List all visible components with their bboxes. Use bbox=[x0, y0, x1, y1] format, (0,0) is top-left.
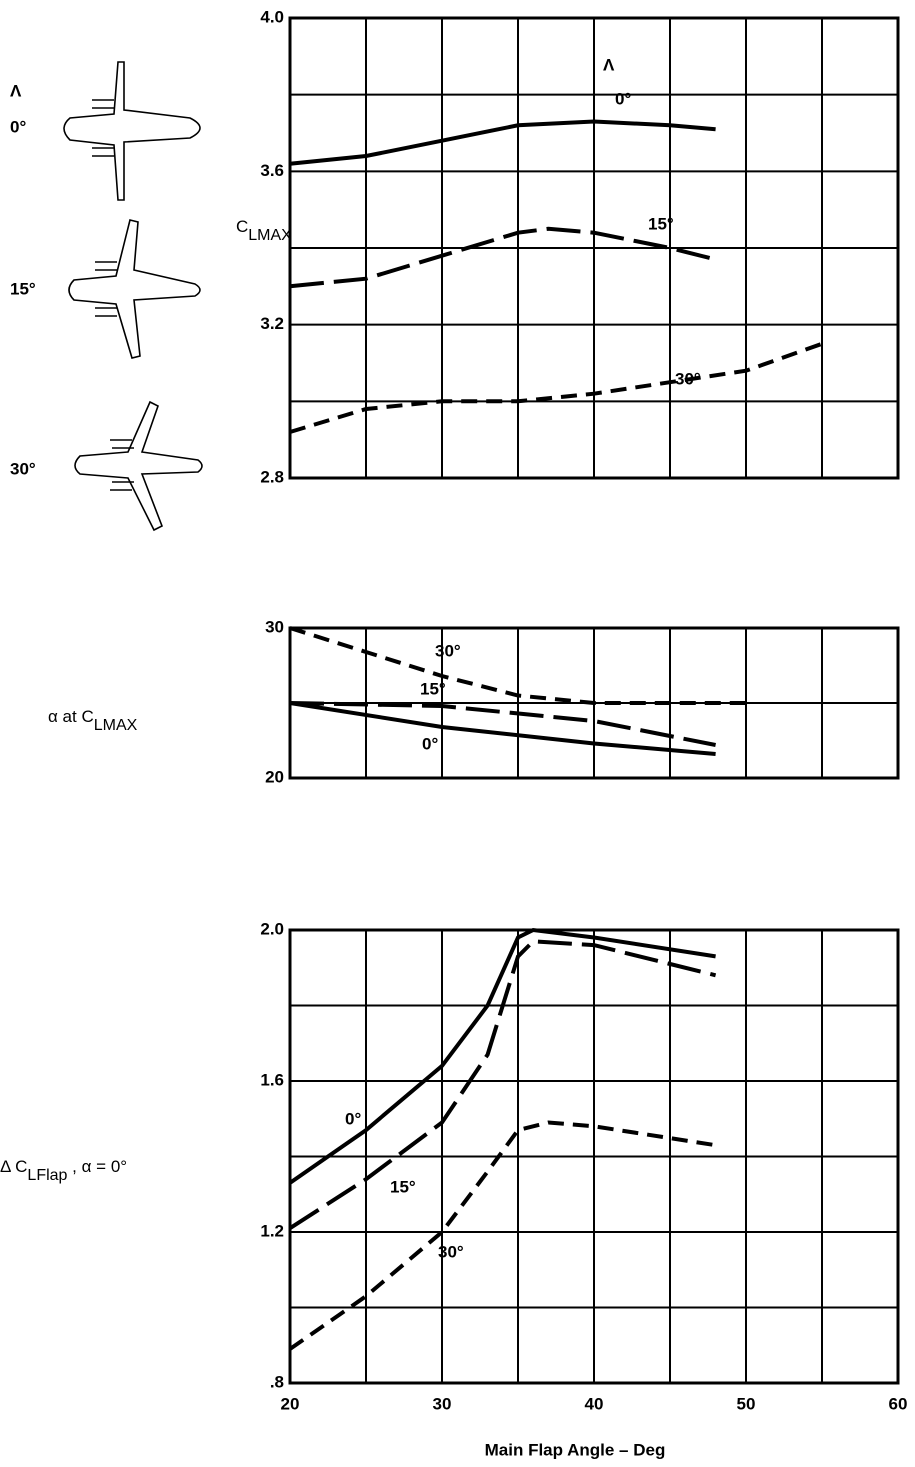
curve-label: 0° bbox=[615, 89, 631, 108]
sweep-label: 0° bbox=[10, 117, 26, 136]
y-tick-label: 4.0 bbox=[260, 7, 284, 26]
x-tick-label: 20 bbox=[281, 1394, 300, 1413]
x-tick-label: 30 bbox=[433, 1394, 452, 1413]
y-tick-label: 1.2 bbox=[260, 1221, 284, 1240]
flap-0 bbox=[92, 100, 114, 156]
y-tick-label: 2.0 bbox=[260, 919, 284, 938]
curve bbox=[290, 344, 822, 432]
y-axis-label: Δ CLFlap , α = 0° bbox=[0, 1157, 127, 1184]
x-tick-label: 40 bbox=[585, 1394, 604, 1413]
y-axis-label: CLMAX bbox=[236, 217, 292, 244]
y-tick-label: 1.6 bbox=[260, 1070, 284, 1089]
planform-15 bbox=[69, 220, 200, 358]
y-tick-label: 30 bbox=[265, 617, 284, 636]
curve-label: 30° bbox=[675, 369, 701, 388]
curve-label: 0° bbox=[422, 734, 438, 753]
planform-icons bbox=[64, 62, 202, 530]
flap-30 bbox=[110, 440, 134, 490]
figure: Λ 0° 15° 30° 2.83.23.64.0CLMAXΛ0°15°30°2… bbox=[0, 0, 915, 1467]
y-axis-label-part: , α = 0° bbox=[67, 1157, 127, 1176]
planform-30 bbox=[75, 402, 202, 530]
curve bbox=[290, 703, 716, 754]
y-tick-label: 20 bbox=[265, 767, 284, 786]
curve bbox=[290, 930, 716, 1183]
y-axis-label-part: LFlap bbox=[27, 1167, 67, 1184]
curve-label: 15° bbox=[390, 1177, 416, 1196]
curve-label: 0° bbox=[345, 1109, 361, 1128]
y-axis-label-part: Δ C bbox=[0, 1157, 27, 1176]
curve bbox=[290, 941, 716, 1228]
y-tick-label: .8 bbox=[270, 1372, 284, 1391]
y-axis-label-part: LMAX bbox=[248, 227, 292, 244]
sweep-label: 30° bbox=[10, 459, 36, 478]
y-tick-label: 3.6 bbox=[260, 161, 284, 180]
legend-title: Λ bbox=[603, 55, 615, 74]
planform-0 bbox=[64, 62, 200, 200]
y-axis-label-part: α at C bbox=[48, 707, 94, 726]
sweep-title: Λ bbox=[10, 81, 22, 100]
curve-label: 30° bbox=[438, 1242, 464, 1261]
x-axis-label: Main Flap Angle – Deg bbox=[485, 1440, 666, 1459]
flap-15 bbox=[95, 262, 117, 316]
curve bbox=[290, 122, 716, 164]
sweep-label: 15° bbox=[10, 279, 36, 298]
curve-label: 15° bbox=[420, 679, 446, 698]
curve-label: 15° bbox=[648, 214, 674, 233]
curve bbox=[290, 703, 716, 745]
curve bbox=[290, 229, 716, 286]
curve-label: 30° bbox=[435, 641, 461, 660]
x-tick-label: 60 bbox=[889, 1394, 908, 1413]
y-axis-label-part: C bbox=[236, 217, 248, 236]
y-tick-label: 3.2 bbox=[260, 314, 284, 333]
y-axis-label: α at CLMAX bbox=[48, 707, 138, 734]
x-tick-label: 50 bbox=[737, 1394, 756, 1413]
y-axis-label-part: LMAX bbox=[94, 717, 138, 734]
y-tick-label: 2.8 bbox=[260, 467, 284, 486]
